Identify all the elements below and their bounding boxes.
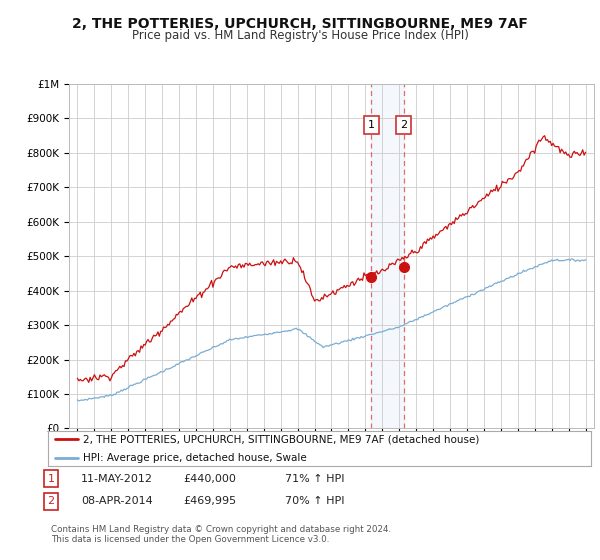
Text: HPI: Average price, detached house, Swale: HPI: Average price, detached house, Swal… xyxy=(83,453,307,463)
Text: Contains HM Land Registry data © Crown copyright and database right 2024.
This d: Contains HM Land Registry data © Crown c… xyxy=(51,525,391,544)
Text: £440,000: £440,000 xyxy=(183,474,236,484)
Text: 08-APR-2014: 08-APR-2014 xyxy=(81,496,153,506)
Bar xyxy=(371,84,404,428)
Text: 2, THE POTTERIES, UPCHURCH, SITTINGBOURNE, ME9 7AF (detached house): 2, THE POTTERIES, UPCHURCH, SITTINGBOURN… xyxy=(83,435,479,445)
Text: 71% ↑ HPI: 71% ↑ HPI xyxy=(285,474,344,484)
Text: 2: 2 xyxy=(400,120,407,130)
Text: 2: 2 xyxy=(47,496,55,506)
Text: 2, THE POTTERIES, UPCHURCH, SITTINGBOURNE, ME9 7AF: 2, THE POTTERIES, UPCHURCH, SITTINGBOURN… xyxy=(72,17,528,31)
Text: 70% ↑ HPI: 70% ↑ HPI xyxy=(285,496,344,506)
Text: Price paid vs. HM Land Registry's House Price Index (HPI): Price paid vs. HM Land Registry's House … xyxy=(131,29,469,42)
Text: 1: 1 xyxy=(47,474,55,484)
Text: 11-MAY-2012: 11-MAY-2012 xyxy=(81,474,153,484)
Text: £469,995: £469,995 xyxy=(183,496,236,506)
Text: 1: 1 xyxy=(368,120,375,130)
